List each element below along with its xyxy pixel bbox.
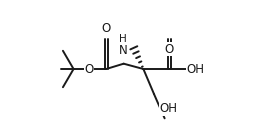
Text: O: O <box>102 22 111 35</box>
Text: O: O <box>84 63 93 75</box>
Text: O: O <box>164 43 174 56</box>
Text: OH: OH <box>159 102 177 115</box>
Text: N: N <box>119 43 127 57</box>
Text: OH: OH <box>187 63 205 75</box>
Text: H: H <box>119 34 127 44</box>
